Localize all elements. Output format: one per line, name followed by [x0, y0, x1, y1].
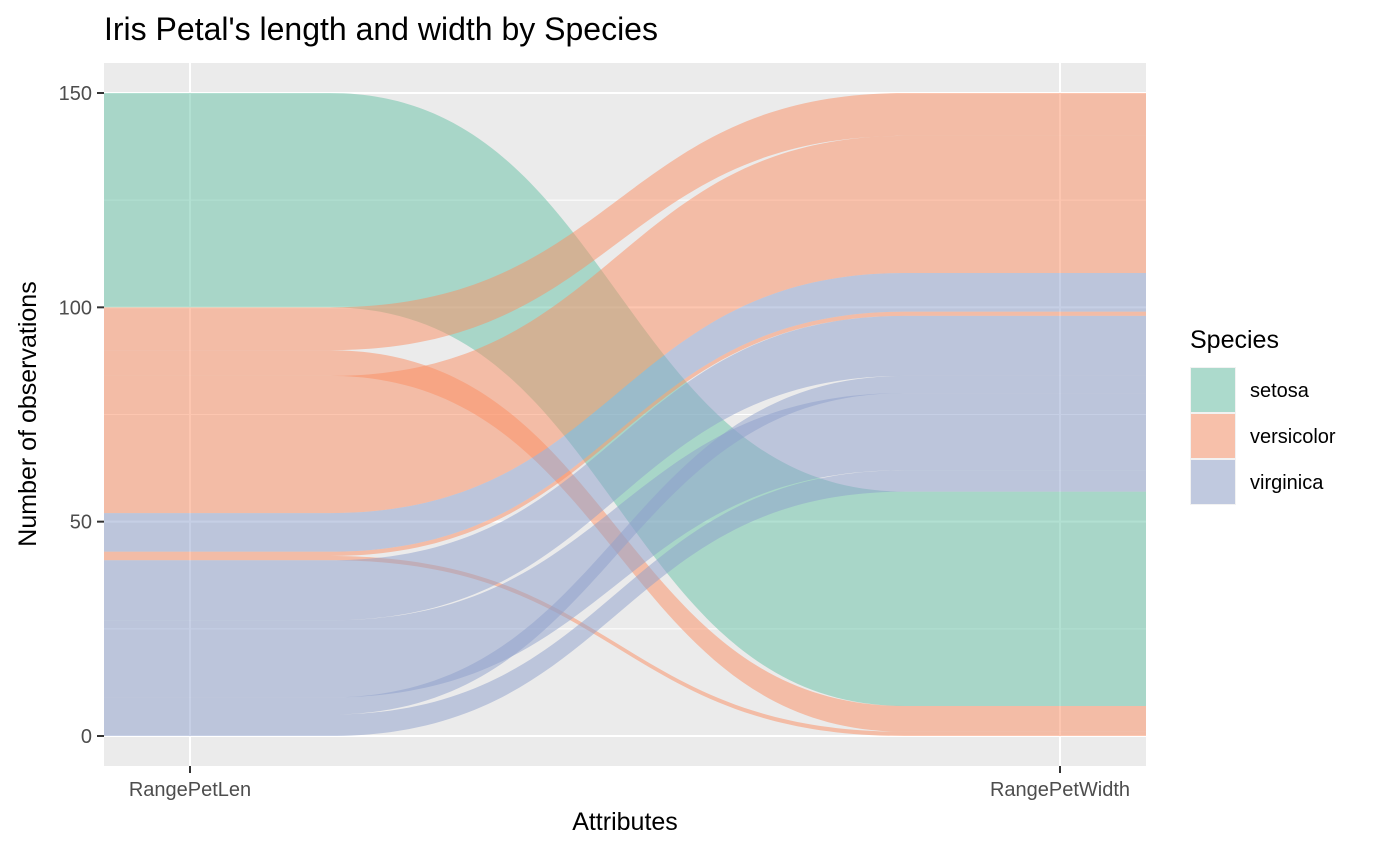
flow-virginica-9 — [104, 375, 1146, 715]
flow-virginica-6 — [104, 273, 1146, 552]
y-axis-title: Number of observations — [14, 281, 42, 546]
x-tick-label-1: RangePetWidth — [990, 779, 1130, 801]
legend-swatch-virginica — [1191, 460, 1235, 504]
x-tick-label-0: RangePetLen — [129, 779, 251, 801]
flow-versicolor-3 — [104, 135, 1146, 514]
y-tick-label-1: 50 — [70, 512, 92, 534]
flow-virginica-7 — [104, 315, 1146, 621]
x-axis-title: Attributes — [572, 808, 678, 836]
legend-label-setosa: setosa — [1250, 380, 1310, 402]
flow-versicolor-1 — [104, 93, 1146, 351]
alluvial-flows — [104, 93, 1146, 736]
y-tick-label-2: 100 — [59, 297, 92, 319]
legend-label-virginica: virginica — [1250, 472, 1324, 494]
y-tick-label-0: 0 — [81, 726, 92, 748]
legend: setosa versicolor virginica — [1190, 367, 1336, 505]
legend-swatch-versicolor — [1191, 414, 1235, 458]
y-tick-label-3: 150 — [59, 83, 92, 105]
legend-title: Species — [1190, 326, 1279, 354]
chart-title: Iris Petal's length and width by Species — [104, 11, 658, 47]
legend-label-versicolor: versicolor — [1250, 426, 1336, 448]
legend-swatch-setosa — [1191, 368, 1235, 412]
flow-virginica-10 — [104, 470, 1146, 736]
axis-ticks: 0 50 100 150 RangePetLen RangePetWidth — [59, 83, 1130, 801]
